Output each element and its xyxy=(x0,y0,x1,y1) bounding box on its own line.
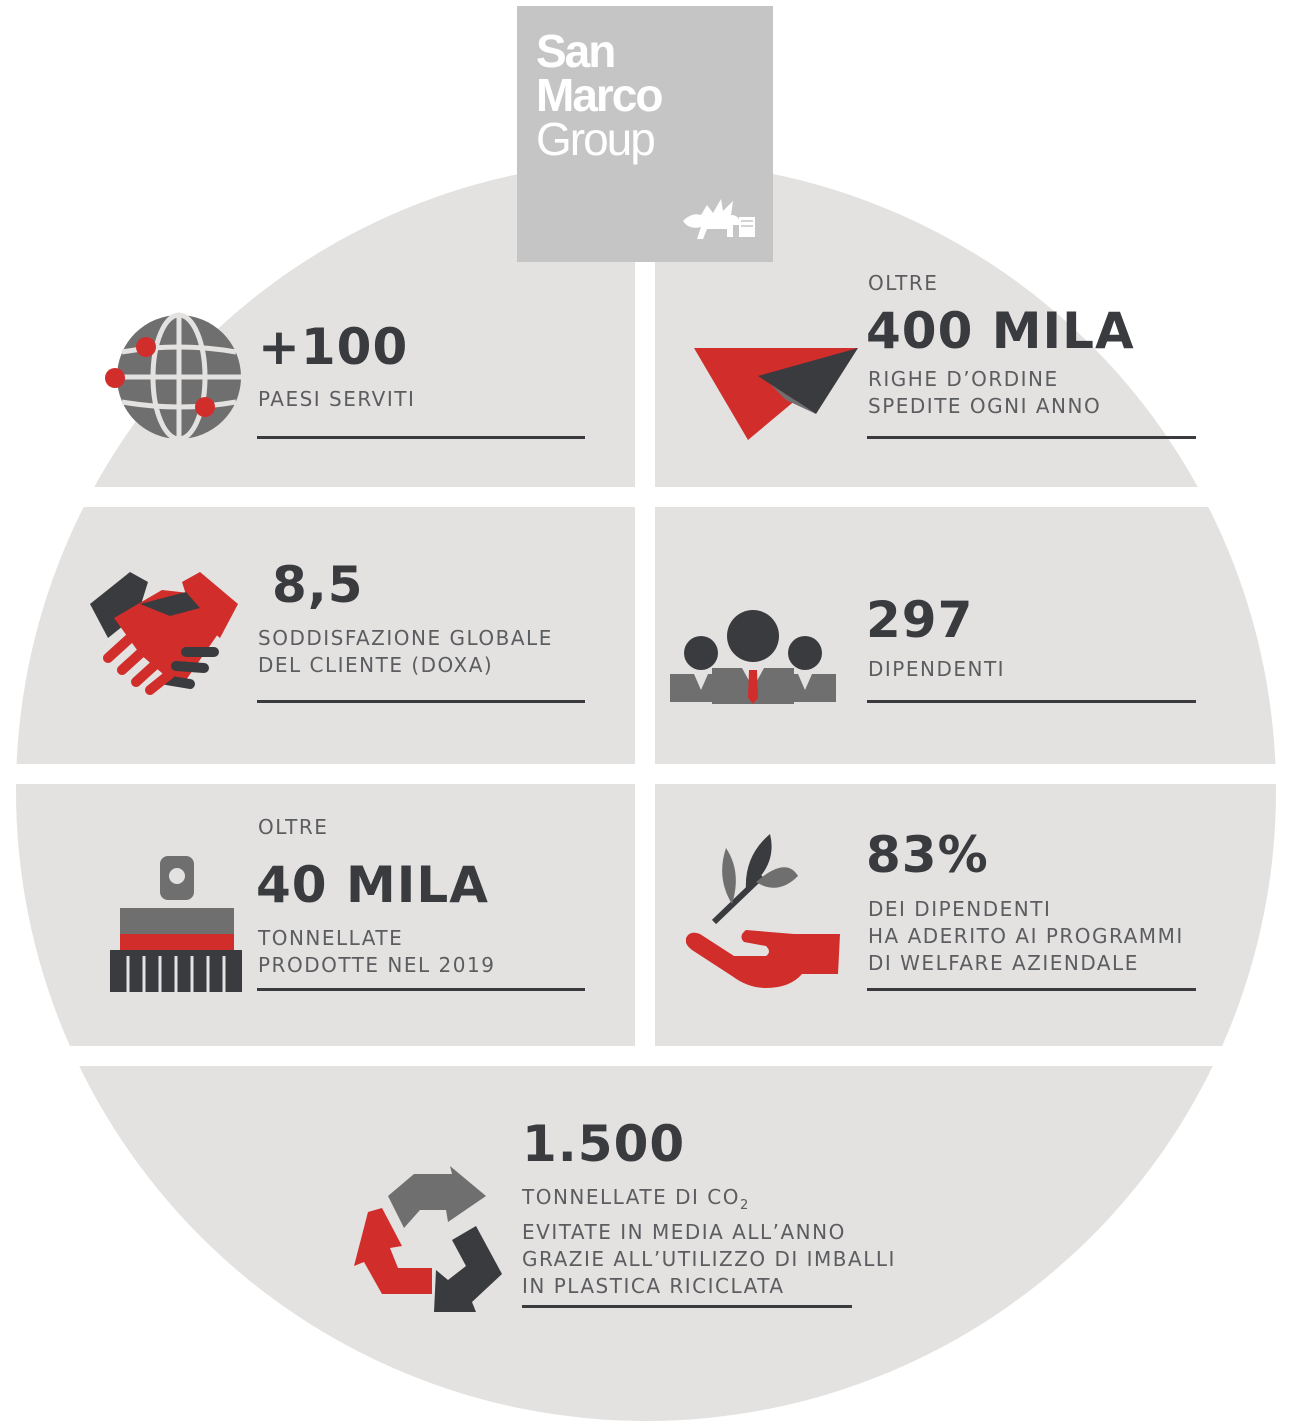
co2-label-line: TONNELLATE DI CO2 xyxy=(522,1184,896,1219)
tons-label-line: PRODOTTE NEL 2019 xyxy=(258,953,496,977)
satisfaction-label-line: SODDISFAZIONE GLOBALE xyxy=(258,626,553,650)
logo-line-2: Marco xyxy=(536,69,663,121)
tons-value: 40 MILA xyxy=(256,856,489,914)
co2-value: 1.500 xyxy=(522,1115,686,1173)
orders-value: 400 MILA xyxy=(866,302,1135,360)
satisfaction-value: 8,5 xyxy=(272,556,364,614)
welfare-label-line: HA ADERITO AI PROGRAMMI xyxy=(868,924,1184,948)
welfare-label-line: DI WELFARE AZIENDALE xyxy=(868,951,1139,975)
welfare-value: 83% xyxy=(866,826,989,884)
divider-rule xyxy=(867,700,1196,703)
tons-prefix: OLTRE xyxy=(258,815,329,839)
welfare-label: DEI DIPENDENTI HA ADERITO AI PROGRAMMI D… xyxy=(868,896,1184,977)
co2-subscript: 2 xyxy=(739,1198,750,1213)
logo-line-3: Group xyxy=(536,113,656,165)
infographic-disc xyxy=(16,161,1276,1421)
co2-label: TONNELLATE DI CO2 EVITATE IN MEDIA ALL’A… xyxy=(522,1184,896,1300)
countries-value: +100 xyxy=(258,318,409,376)
countries-label: PAESI SERVITI xyxy=(258,386,415,413)
handshake-icon xyxy=(90,572,238,695)
recycle-icon xyxy=(354,1166,502,1312)
divider-rule xyxy=(257,436,585,439)
disc-background xyxy=(16,161,1276,1421)
employees-label-line: DIPENDENTI xyxy=(868,657,1006,681)
co2-label-line-text: TONNELLATE DI CO xyxy=(522,1185,740,1209)
orders-prefix: OLTRE xyxy=(868,271,939,295)
globe-icon xyxy=(105,312,241,442)
orders-label: RIGHE D’ORDINE SPEDITE OGNI ANNO xyxy=(868,366,1101,420)
orders-label-line: SPEDITE OGNI ANNO xyxy=(868,394,1102,418)
tons-label-line: TONNELLATE xyxy=(258,926,404,950)
employees-label: DIPENDENTI xyxy=(868,656,1005,683)
employees-value: 297 xyxy=(866,591,974,649)
satisfaction-label: SODDISFAZIONE GLOBALE DEL CLIENTE (DOXA) xyxy=(258,625,553,679)
co2-label-line: GRAZIE ALL’UTILIZZO DI IMBALLI xyxy=(522,1247,896,1271)
tons-label: TONNELLATE PRODOTTE NEL 2019 xyxy=(258,925,495,979)
people-icon xyxy=(670,610,836,704)
divider-rule xyxy=(522,1305,852,1308)
welfare-label-line: DEI DIPENDENTI xyxy=(868,897,1052,921)
plant-hand-icon xyxy=(686,834,840,988)
orders-label-line: RIGHE D’ORDINE xyxy=(868,367,1059,391)
divider-rule xyxy=(867,988,1196,991)
co2-label-line: IN PLASTICA RICICLATA xyxy=(522,1274,785,1298)
winged-lion-icon xyxy=(683,199,755,239)
co2-label-line: EVITATE IN MEDIA ALL’ANNO xyxy=(522,1220,846,1244)
san-marco-group-logo: San Marco Group xyxy=(517,6,773,262)
paper-plane-icon xyxy=(694,348,858,440)
divider-rule xyxy=(257,700,585,703)
paint-brush-icon xyxy=(110,856,242,992)
satisfaction-label-line: DEL CLIENTE (DOXA) xyxy=(258,653,494,677)
logo-line-1: San xyxy=(536,25,616,77)
divider-rule xyxy=(257,988,585,991)
countries-label-line: PAESI SERVITI xyxy=(258,387,416,411)
divider-rule xyxy=(867,436,1196,439)
